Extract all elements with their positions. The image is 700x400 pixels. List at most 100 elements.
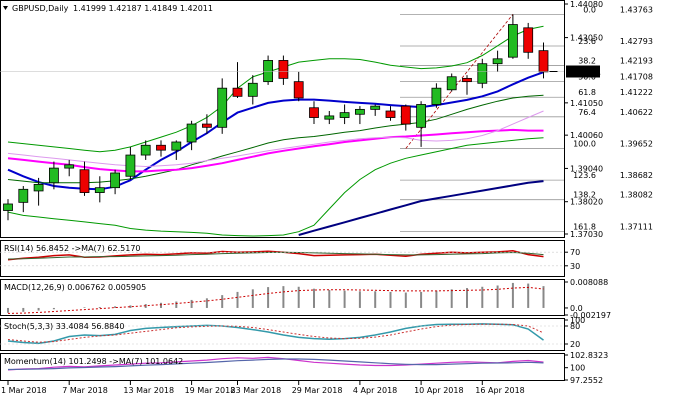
fib-price-label: 1.42793 <box>620 37 653 46</box>
y-tick-label: 1.38020 <box>570 198 603 207</box>
candle-body <box>110 172 120 189</box>
main-pane: 0.01.4376323.61.4279338.21.4219350.01.41… <box>0 5 653 237</box>
stoch-y-tick-label: 20 <box>570 340 580 349</box>
momentum-y-tick-label: 97.2552 <box>570 376 603 385</box>
rsi-y-tick-label: 70 <box>570 248 580 257</box>
momentum-pane-frame <box>0 353 565 381</box>
fib-price-label: 1.42193 <box>620 57 653 66</box>
fib-price-label: 1.38682 <box>620 171 653 180</box>
candle-body <box>232 87 243 97</box>
rsi-line-ma <box>7 251 544 260</box>
momentum-y-tick-label: 100 <box>570 364 585 373</box>
fib-price-label: 1.40622 <box>620 108 653 117</box>
ma-line-bb_upper <box>7 25 544 153</box>
candle-body <box>201 123 212 128</box>
candle-body <box>247 82 258 97</box>
fib-price-label: 1.38082 <box>620 191 653 200</box>
ohlc-label: 1.41999 1.42187 1.41849 1.42011 <box>73 4 213 13</box>
y-tick-label: 1.37030 <box>570 230 603 239</box>
rsi-label: RSI(14) 56.8452 ->MA(7) 62.5170 <box>4 244 141 253</box>
main-pane-frame <box>0 0 565 238</box>
candle-body <box>370 105 381 110</box>
candle-body <box>293 81 304 99</box>
fib-level-label: 61.8 <box>578 88 596 97</box>
candle-body <box>339 112 350 118</box>
x-tick-label: 19 Mar 2018 <box>185 386 236 395</box>
rsi-y-tick-label: 30 <box>570 262 580 271</box>
candle-body <box>263 60 274 83</box>
macd-label: MACD(12,26,9) 0.006762 0.005905 <box>4 283 146 292</box>
candle-body <box>79 169 90 193</box>
fib-level-label: 161.8 <box>573 222 596 231</box>
y-tick-label: 1.43050 <box>570 34 603 43</box>
ma-line-violet <box>7 110 544 168</box>
candle-body <box>140 144 151 156</box>
x-axis: 1 Mar 2018 7 Mar 2018 13 Mar 2018 19 Mar 20… <box>1 381 525 395</box>
macd-y-tick-label: 0.0 <box>570 304 583 313</box>
stoch-pane <box>0 323 564 345</box>
fib-level-label: 123.6 <box>573 171 596 180</box>
x-tick-label: 1 Mar 2018 <box>1 386 47 395</box>
ma-line-green <box>7 94 544 184</box>
pane-frames <box>0 0 565 381</box>
stoch-y-tick-label: 80 <box>570 322 580 331</box>
fib-level-label: 138.2 <box>573 191 596 200</box>
ma-line-magenta <box>7 128 544 173</box>
candle-body <box>125 154 136 177</box>
candle-body <box>3 203 13 211</box>
stoch-line-d <box>7 323 544 343</box>
macd-y-tick-label: 0.008088 <box>570 278 608 287</box>
x-tick-label: 4 Apr 2018 <box>353 386 397 395</box>
candle-body <box>416 104 427 128</box>
y-tick-label: 1.40060 <box>570 131 603 140</box>
candle-body <box>492 58 503 65</box>
stoch-pane-frame <box>0 318 565 351</box>
candle-body <box>156 144 166 151</box>
x-tick-label: 29 Mar 2018 <box>292 386 343 395</box>
x-tick-label: 23 Mar 2018 <box>231 386 282 395</box>
fib-price-label: 1.39652 <box>620 139 653 148</box>
candle-body <box>431 87 442 105</box>
macd-y-tick-label: -0.002197 <box>570 311 611 320</box>
y-tick-label: 1.44080 <box>570 0 603 9</box>
candle-body <box>385 110 396 118</box>
fib-price-label: 1.41708 <box>620 72 653 81</box>
candle-body <box>33 184 44 192</box>
candle-body <box>278 60 289 79</box>
candle-body <box>354 108 365 115</box>
candle-body <box>523 27 534 53</box>
stoch-y-tick-label: 100 <box>570 316 585 325</box>
candle-body <box>309 107 319 118</box>
ma-line-bb_lower <box>7 137 544 237</box>
ma-line-navy <box>298 180 544 236</box>
rsi-pane-frame <box>0 240 565 277</box>
fib-price-label: 1.41222 <box>620 88 653 97</box>
x-tick-label: 10 Apr 2018 <box>414 386 463 395</box>
momentum-y-tick-label: 102.8323 <box>570 351 608 360</box>
fib-anchor-line <box>405 14 514 149</box>
stoch-label: Stoch(5,3,3) 33.4084 56.8840 <box>4 322 124 331</box>
candle-body <box>446 76 457 91</box>
candle-body <box>64 164 75 169</box>
momentum-line-momentum <box>7 356 544 371</box>
x-tick-label: 16 Apr 2018 <box>475 386 524 395</box>
candle-body <box>507 24 518 58</box>
collapse-triangle-icon[interactable] <box>3 6 8 10</box>
x-tick-label: 13 Mar 2018 <box>123 386 174 395</box>
momentum-pane <box>7 356 544 371</box>
candle-body <box>49 167 59 184</box>
fib-level-label: 100.0 <box>573 139 596 148</box>
candle-body <box>538 50 549 73</box>
momentum-line-ma <box>7 358 544 371</box>
y-tick-label: 1.39040 <box>570 164 603 173</box>
candle-body <box>186 123 197 143</box>
fib-level-label: 76.4 <box>578 108 596 117</box>
macd-signal-line <box>7 286 544 314</box>
candle-body <box>18 188 29 203</box>
candle-body <box>400 105 411 125</box>
momentum-label: Momentum(14) 101.2498 ->MA(7) 101.0642 <box>4 357 183 366</box>
fib-price-label: 1.43763 <box>620 5 653 14</box>
y-axis: 1.44080 1.43050 1.42011 1.41050 1.40060 1.390… <box>564 0 611 385</box>
y-tick-label: 1.41050 <box>570 99 603 108</box>
macd-pane <box>7 282 545 314</box>
